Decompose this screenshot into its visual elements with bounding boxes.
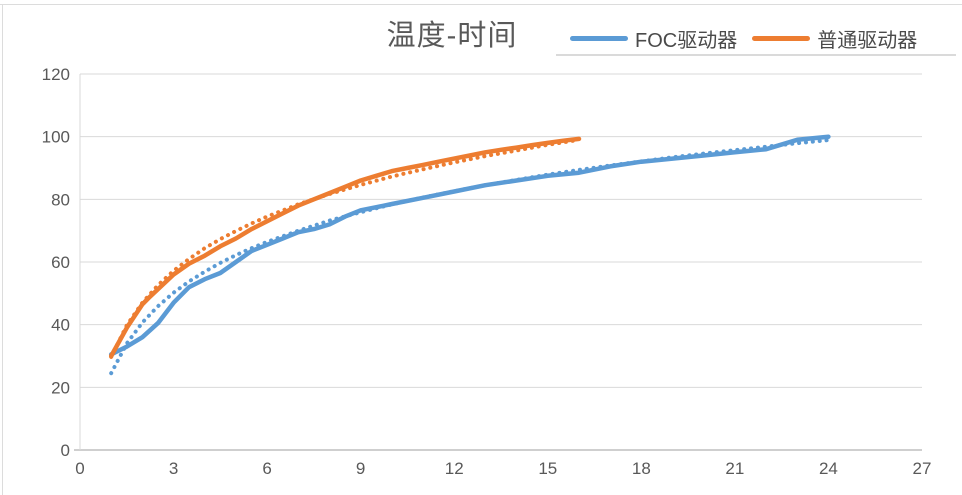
series-line-ordinary[interactable] xyxy=(108,136,582,359)
x-tick-label-12: 12 xyxy=(445,459,464,478)
trendline-dotted-foc[interactable] xyxy=(109,138,831,376)
x-tick-label-3: 3 xyxy=(169,459,178,478)
chart-frame-left-border xyxy=(2,4,3,495)
trendline-dotted-ordinary[interactable] xyxy=(109,137,581,359)
legend-line-sample-ordinary-icon xyxy=(752,35,811,41)
legend-label-ordinary[interactable]: 普通驱动器 xyxy=(817,29,918,52)
legend[interactable]: FOC驱动器 普通驱动器 xyxy=(556,22,956,56)
y-tick-label-120: 120 xyxy=(42,65,70,84)
y-tick-label-100: 100 xyxy=(42,128,70,147)
chart-frame-top-border xyxy=(0,4,962,5)
x-tick-label-6: 6 xyxy=(262,459,271,478)
chart-title: 温度-时间 xyxy=(386,20,518,52)
x-tick-label-15: 15 xyxy=(538,459,557,478)
y-tick-label-40: 40 xyxy=(51,316,70,335)
y-tick-label-20: 20 xyxy=(51,378,70,397)
x-tick-label-0: 0 xyxy=(75,459,84,478)
x-tick-label-24: 24 xyxy=(819,459,838,478)
x-tick-label-27: 27 xyxy=(913,459,932,478)
y-tick-label-0: 0 xyxy=(61,441,70,460)
legend-line-sample-foc-icon xyxy=(570,35,628,41)
x-tick-label-18: 18 xyxy=(632,459,651,478)
x-tick-label-9: 9 xyxy=(356,459,365,478)
y-tick-label-60: 60 xyxy=(51,253,70,272)
y-tick-label-80: 80 xyxy=(51,190,70,209)
legend-label-foc[interactable]: FOC驱动器 xyxy=(635,29,738,52)
x-tick-label-21: 21 xyxy=(725,459,744,478)
